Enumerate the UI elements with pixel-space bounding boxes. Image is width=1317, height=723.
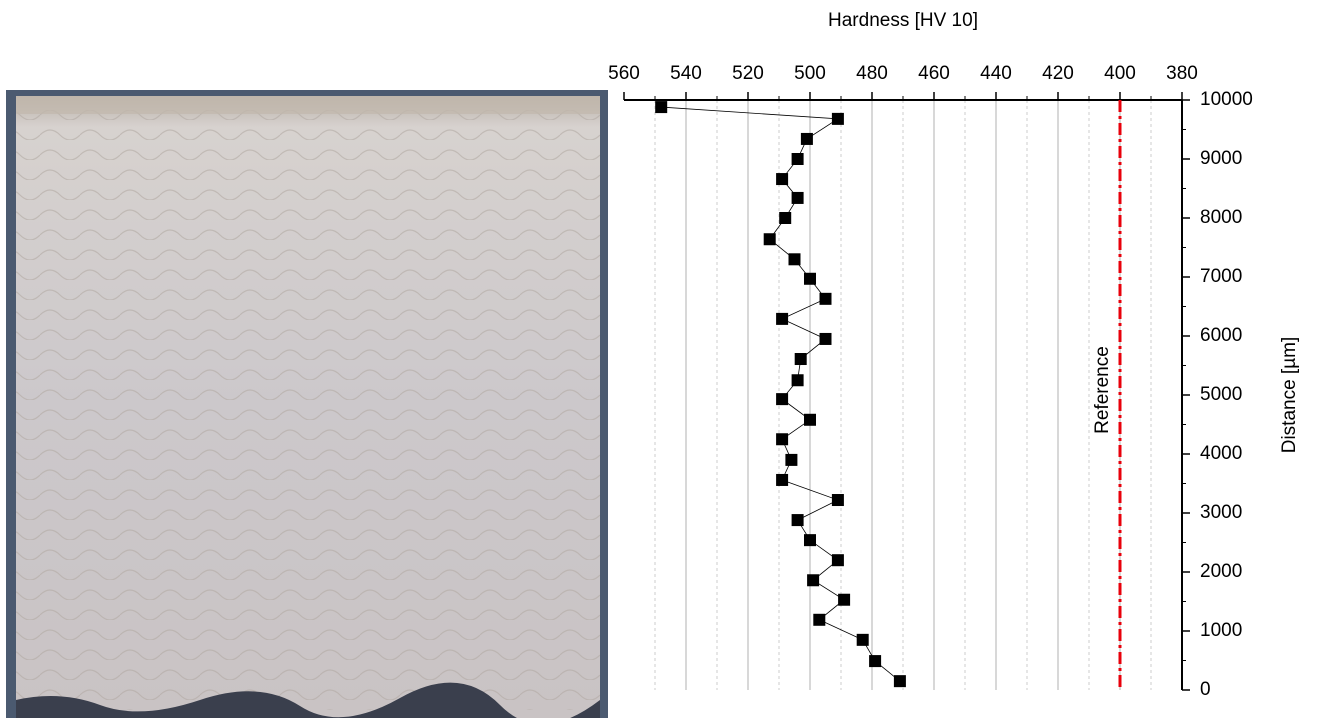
data-point	[763, 233, 776, 246]
data-point	[791, 153, 804, 165]
y-tick-label: 5000	[1200, 384, 1242, 405]
x-tick-label: 500	[794, 63, 826, 84]
data-point	[791, 514, 804, 527]
x-tick-label: 460	[918, 63, 950, 84]
y-tick-label: 6000	[1200, 325, 1242, 346]
data-point	[819, 332, 832, 345]
x-tick-label: 400	[1104, 63, 1136, 84]
x-tick-label: 480	[856, 63, 888, 84]
data-point	[838, 593, 851, 606]
x-tick-label: 420	[1042, 63, 1074, 84]
data-point	[779, 212, 792, 224]
data-point	[776, 312, 789, 325]
micrograph	[6, 90, 608, 723]
data-point	[856, 633, 869, 646]
data-point	[776, 473, 789, 486]
data-point	[813, 613, 826, 626]
x-tick-label: 560	[608, 63, 640, 84]
data-point	[791, 191, 804, 204]
data-point	[655, 101, 668, 114]
x-tick-label: 380	[1166, 63, 1198, 84]
data-point	[831, 494, 844, 507]
data-point	[831, 554, 844, 567]
y-tick-label: 4000	[1200, 443, 1242, 464]
x-tick-label: 520	[732, 63, 764, 84]
y-tick-label: 8000	[1200, 207, 1242, 228]
data-point	[791, 374, 804, 387]
data-point	[800, 132, 813, 145]
data-point	[804, 534, 816, 547]
data-point	[819, 292, 832, 305]
y-tick-label: 1000	[1200, 620, 1242, 641]
data-point	[804, 272, 816, 285]
reference-label: Reference	[1092, 346, 1113, 434]
y-tick-label: 9000	[1200, 148, 1242, 169]
x-tick-label: 540	[670, 63, 702, 84]
x-tick-label: 440	[980, 63, 1012, 84]
data-point	[893, 675, 906, 688]
data-point	[807, 574, 820, 587]
y-tick-label: 2000	[1200, 561, 1242, 582]
data-point	[785, 453, 798, 466]
x-axis-label: Hardness [HV 10]	[828, 10, 978, 31]
y-tick-label: 7000	[1200, 266, 1242, 287]
data-point	[794, 353, 807, 366]
data-point	[788, 253, 801, 266]
data-point	[776, 393, 789, 406]
y-tick-label: 3000	[1200, 502, 1242, 523]
data-point	[776, 173, 789, 186]
data-point	[869, 655, 882, 668]
y-axis-label: Distance [µm]	[1279, 337, 1300, 454]
y-tick-label: 10000	[1200, 89, 1253, 110]
data-point	[776, 433, 789, 446]
y-tick-label: 0	[1200, 679, 1211, 700]
data-point	[804, 413, 816, 426]
data-point	[831, 112, 844, 125]
